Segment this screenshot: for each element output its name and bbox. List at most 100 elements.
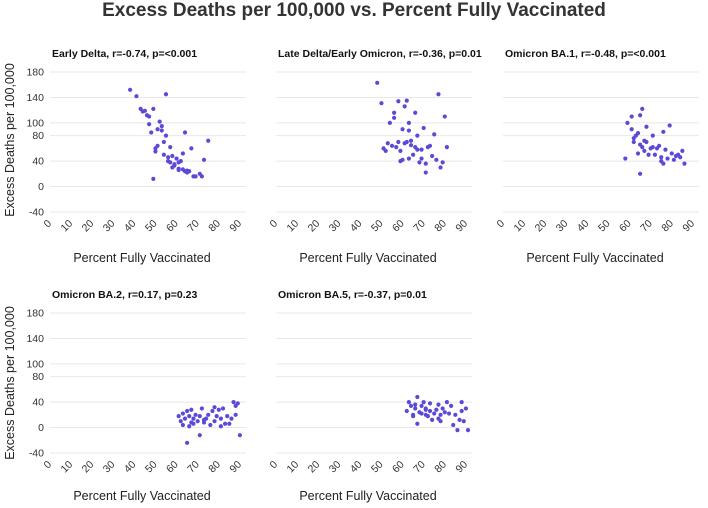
data-point xyxy=(189,407,194,412)
x-tick-label: 0 xyxy=(42,218,55,231)
data-point xyxy=(436,402,441,407)
x-tick-label: 70 xyxy=(638,218,655,235)
data-point xyxy=(159,123,164,129)
data-point xyxy=(212,405,217,410)
data-point xyxy=(419,147,424,152)
data-point xyxy=(151,176,156,182)
data-point xyxy=(444,399,449,405)
y-tick-label: 180 xyxy=(26,67,44,79)
data-point xyxy=(465,427,471,433)
x-tick-label: 0 xyxy=(268,218,281,231)
x-tick-label: 20 xyxy=(80,459,97,476)
data-point xyxy=(415,133,420,138)
data-point xyxy=(387,120,392,126)
data-point xyxy=(442,114,447,119)
data-point xyxy=(235,401,240,406)
data-point xyxy=(197,413,202,419)
data-point xyxy=(398,148,403,154)
data-point xyxy=(206,138,211,143)
chart-title: Excess Deaths per 100,000 vs. Percent Fu… xyxy=(102,0,606,21)
panel-title: Omicron BA.5, r=-0.37, p=0.01 xyxy=(278,289,427,301)
x-tick-label: 80 xyxy=(659,218,676,235)
x-tick-label: 90 xyxy=(227,218,244,235)
x-tick-label: 50 xyxy=(369,218,386,235)
data-point xyxy=(421,399,426,405)
panel-title: Omicron BA.1, r=-0.48, p=<0.001 xyxy=(505,48,666,60)
data-point xyxy=(195,419,200,424)
data-point xyxy=(659,155,664,160)
data-point xyxy=(661,129,666,134)
x-tick-label: 90 xyxy=(680,218,697,235)
y-tick-label: 140 xyxy=(26,333,44,345)
x-tick-label: 70 xyxy=(411,218,428,235)
data-point xyxy=(657,143,662,148)
y-tick-label: 100 xyxy=(26,358,44,370)
data-point xyxy=(185,408,190,414)
data-point xyxy=(638,113,643,118)
data-point xyxy=(182,416,188,421)
data-point xyxy=(147,114,152,119)
data-point xyxy=(389,143,395,148)
data-point xyxy=(406,128,411,133)
data-point xyxy=(185,170,190,175)
data-point xyxy=(427,408,433,414)
data-point xyxy=(629,114,634,119)
data-point xyxy=(421,125,426,131)
data-point xyxy=(180,411,185,416)
x-tick-label: 20 xyxy=(306,218,323,235)
x-tick-label: 60 xyxy=(617,218,634,235)
data-point xyxy=(646,152,651,157)
data-point xyxy=(436,416,441,421)
x-tick-label: 30 xyxy=(327,218,344,235)
data-point xyxy=(406,399,411,405)
data-point xyxy=(218,416,223,421)
data-point xyxy=(394,144,399,150)
data-point xyxy=(427,401,433,406)
data-point xyxy=(185,440,190,445)
x-tick-label: 50 xyxy=(143,459,160,476)
data-point xyxy=(392,110,397,115)
data-point xyxy=(644,124,649,129)
data-point xyxy=(434,407,439,412)
x-tick-label: 90 xyxy=(227,459,244,476)
data-point xyxy=(419,156,424,161)
x-tick-label: 70 xyxy=(185,218,202,235)
x-tick-label: 30 xyxy=(554,218,571,235)
y-tick-label: 0 xyxy=(38,422,44,434)
data-point xyxy=(665,156,670,161)
y-tick-label: -40 xyxy=(29,207,44,219)
x-tick-label: 50 xyxy=(596,218,613,235)
data-point xyxy=(229,416,234,421)
data-point xyxy=(453,412,458,417)
x-tick-label: 0 xyxy=(268,459,281,472)
y-tick-label: 80 xyxy=(32,130,44,142)
x-tick-label: 10 xyxy=(511,218,528,235)
data-point xyxy=(406,120,411,126)
x-tick-label: 60 xyxy=(164,218,181,235)
data-point xyxy=(430,153,435,159)
data-point xyxy=(187,413,192,419)
data-point xyxy=(430,417,435,423)
data-point xyxy=(212,419,217,424)
data-point xyxy=(163,92,169,97)
data-point xyxy=(193,412,198,417)
data-point xyxy=(425,413,430,419)
x-tick-label: 30 xyxy=(101,459,118,476)
data-point xyxy=(444,144,449,150)
x-tick-label: 30 xyxy=(327,459,344,476)
data-point xyxy=(153,149,158,154)
data-point xyxy=(201,417,207,423)
x-tick-label: 10 xyxy=(284,218,301,235)
data-point xyxy=(659,158,664,164)
data-point xyxy=(423,407,428,412)
x-tick-label: 10 xyxy=(58,459,75,476)
data-point xyxy=(172,163,177,168)
data-point xyxy=(168,144,173,150)
x-tick-label: 10 xyxy=(284,459,301,476)
data-point xyxy=(166,155,171,160)
data-point xyxy=(413,110,418,115)
x-tick-label: 60 xyxy=(390,459,407,476)
data-point xyxy=(231,399,236,405)
data-point xyxy=(199,406,204,411)
data-point xyxy=(408,403,414,409)
